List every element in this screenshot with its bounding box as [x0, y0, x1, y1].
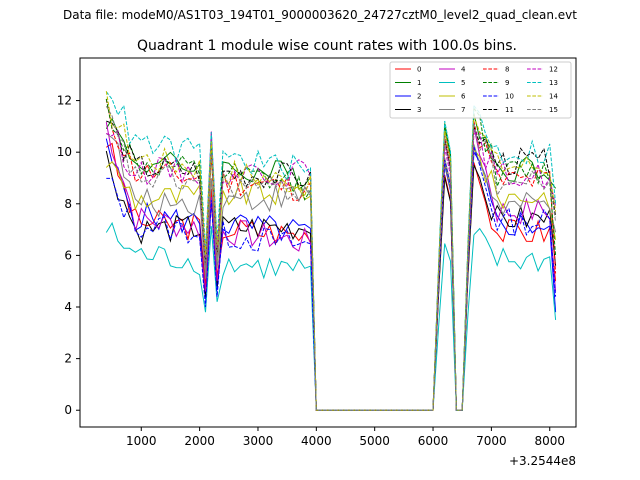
- series-line-15-b: [473, 123, 557, 222]
- x-tick-label: 4000: [301, 434, 332, 448]
- series-line-8-b: [473, 121, 557, 274]
- legend-label-3: 3: [417, 106, 421, 114]
- legend-label-7: 7: [461, 106, 465, 114]
- series-line-7-b: [473, 144, 557, 233]
- legend-label-0: 0: [417, 66, 421, 74]
- series-line-5-a: [105, 221, 475, 411]
- series-line-6-b: [473, 149, 557, 240]
- legend-box: [389, 61, 572, 119]
- series-line-3-b: [473, 164, 557, 266]
- legend-label-6: 6: [461, 93, 466, 101]
- x-tick-label: 7000: [476, 434, 507, 448]
- x-tick-label: 5000: [359, 434, 390, 448]
- series-line-12-a: [106, 129, 475, 411]
- y-tick-label: 2: [64, 352, 72, 366]
- series-line-9-a: [105, 98, 475, 411]
- series-line-15-a: [105, 105, 475, 411]
- legend-label-11: 11: [505, 106, 514, 114]
- legend-label-12: 12: [549, 66, 558, 74]
- series-line-9-b: [473, 107, 557, 256]
- x-axis-ticks: 1000 2000 3000 4000 5000 6000 7000 8000: [126, 427, 565, 448]
- chart-suptitle: Data file: modeM0/AS1T03_194T01_90000036…: [63, 8, 577, 22]
- series-line-14-a: [105, 91, 475, 411]
- x-tick-label: 3000: [243, 434, 274, 448]
- legend-label-10: 10: [505, 93, 514, 101]
- series-line-11-a: [106, 120, 475, 411]
- legend-label-8: 8: [505, 66, 509, 74]
- x-tick-label: 8000: [534, 434, 565, 448]
- y-tick-label: 12: [57, 94, 72, 108]
- legend-label-9: 9: [505, 79, 509, 87]
- legend-label-15: 15: [549, 106, 558, 114]
- legend-label-4: 4: [461, 66, 466, 74]
- series-line-13-b: [473, 105, 557, 204]
- y-tick-label: 0: [64, 403, 72, 417]
- x-tick-label: 1000: [126, 434, 157, 448]
- x-tick-label: 2000: [184, 434, 215, 448]
- chart-title: Quadrant 1 module wise count rates with …: [137, 38, 517, 54]
- legend-label-2: 2: [417, 93, 421, 101]
- series-line-2-a: [105, 138, 475, 411]
- series-line-13-a: [105, 91, 475, 411]
- legend-label-5: 5: [461, 79, 465, 87]
- y-axis-ticks: 0 2 4 6 8 10 12: [57, 94, 80, 417]
- y-tick-label: 6: [64, 248, 72, 262]
- series-line-0-b: [473, 162, 557, 282]
- axes-frame: [79, 57, 577, 428]
- legend-label-14: 14: [549, 93, 558, 101]
- plot-lines: [105, 91, 557, 411]
- series-line-14-b: [473, 115, 557, 212]
- y-tick-label: 10: [57, 145, 72, 159]
- series-line-11-b: [473, 126, 557, 217]
- y-tick-label: 4: [64, 300, 72, 314]
- legend-label-13: 13: [549, 79, 558, 87]
- series-line-10-b: [473, 146, 557, 297]
- series-line-8-a: [105, 99, 475, 411]
- y-tick-label: 8: [64, 197, 72, 211]
- series-line-5-b: [473, 227, 557, 320]
- series-line-12-b: [473, 131, 557, 207]
- series-line-4-b: [473, 126, 557, 292]
- x-offset-label: +3.2544e8: [509, 454, 576, 468]
- x-tick-label: 6000: [418, 434, 449, 448]
- series-line-10-a: [106, 146, 475, 411]
- series-line-2-b: [473, 151, 557, 313]
- legend-label-1: 1: [417, 79, 421, 87]
